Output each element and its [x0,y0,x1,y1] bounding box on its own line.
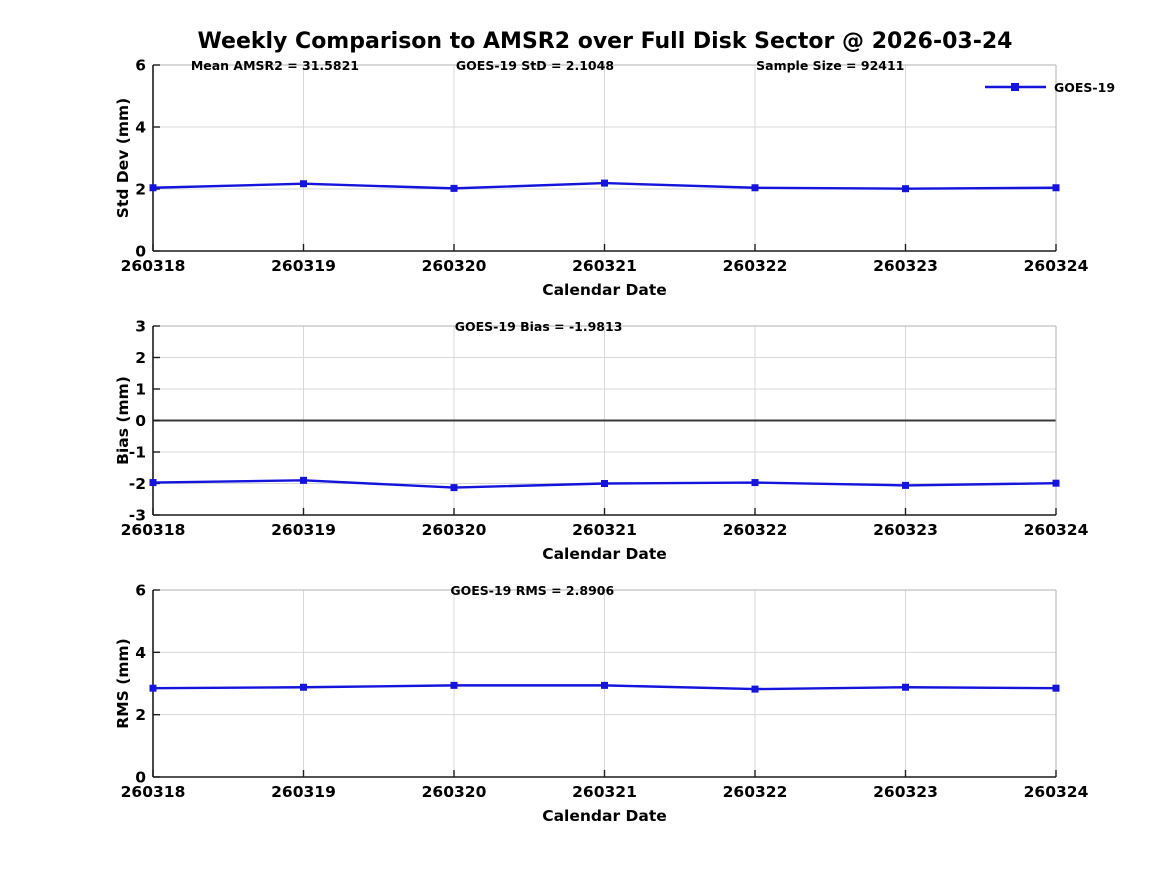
x-tick-label: 260319 [271,521,336,539]
y-tick-label: 4 [135,119,146,137]
series-marker [450,484,458,492]
y-tick-label: 0 [135,243,146,261]
series-marker [601,179,608,187]
y-tick-label: 0 [135,769,146,787]
series-marker [300,180,307,188]
series-marker [1052,479,1060,487]
x-tick-label: 260322 [723,521,788,539]
annotation-std-dev: GOES-19 StD = 2.1048 [456,58,614,73]
series-marker [450,184,458,192]
x-axis-label: Calendar Date [542,545,667,563]
y-tick-label: -3 [129,507,146,525]
x-tick-label: 260320 [422,257,487,275]
y-tick-label: -1 [129,444,146,462]
x-tick-label: 260319 [271,257,336,275]
chart-title: Weekly Comparison to AMSR2 over Full Dis… [197,29,1013,54]
series-marker [751,184,759,192]
series-marker [601,480,608,487]
y-axis-label: Bias (mm) [114,376,132,465]
y-axis-label: Std Dev (mm) [114,98,132,218]
series-marker [751,685,759,693]
y-axis-label: RMS (mm) [114,638,132,728]
x-tick-label: 260321 [572,521,637,539]
x-tick-label: 260324 [1024,257,1089,275]
y-tick-label: 1 [135,381,146,399]
series-marker [149,184,157,192]
subplot-bias: 260318 260319 260320 260321 260322 260323 2603… [114,318,1089,564]
y-tick-label: 6 [135,582,146,600]
series-marker [1052,184,1060,192]
subplot-rms: 260318 260319 260320 260321 260322 260323 2603… [114,582,1089,826]
x-tick-label: 260319 [271,783,336,801]
annotation-rms: GOES-19 RMS = 2.8906 [450,583,614,598]
y-tick-label: 4 [135,644,146,662]
y-tick-label: 0 [135,412,146,430]
y-tick-label: 6 [135,57,146,75]
x-tick-label: 260322 [723,783,788,801]
x-tick-label: 260323 [873,783,938,801]
series-marker [902,481,909,489]
legend-label: GOES-19 [1054,80,1115,95]
x-tick-label: 260323 [873,521,938,539]
x-tick-label: 260318 [121,521,186,539]
series-marker [902,683,909,691]
series-marker [300,476,307,484]
annotation-bias: GOES-19 Bias = -1.9813 [455,319,623,334]
x-axis-label: Calendar Date [542,807,667,825]
series-marker [149,684,157,692]
series-marker [601,681,608,689]
annotation-std-dev: Mean AMSR2 = 31.5821 [191,58,359,73]
series-marker [300,683,307,691]
y-tick-label: 2 [135,706,146,724]
series-marker [1052,684,1060,692]
legend-marker [1011,83,1019,91]
y-tick-label: 2 [135,181,146,199]
y-tick-label: 3 [135,318,146,336]
y-tick-label: -2 [129,475,146,493]
series-marker [902,185,909,193]
series-marker [450,681,458,689]
series-marker [751,479,759,487]
x-tick-label: 260324 [1024,783,1089,801]
x-tick-label: 260321 [572,783,637,801]
x-tick-label: 260320 [422,521,487,539]
x-tick-label: 260324 [1024,521,1089,539]
annotation-std-dev: Sample Size = 92411 [756,58,904,73]
x-tick-label: 260323 [873,257,938,275]
subplot-std-dev: 260318 260319 260320 260321 260322 260323 2603… [114,57,1115,300]
x-tick-label: 260322 [723,257,788,275]
x-axis-label: Calendar Date [542,281,667,299]
y-tick-label: 2 [135,349,146,367]
x-tick-label: 260318 [121,257,186,275]
x-tick-label: 260321 [572,257,637,275]
x-tick-label: 260318 [121,783,186,801]
x-tick-label: 260320 [422,783,487,801]
series-marker [149,479,157,487]
